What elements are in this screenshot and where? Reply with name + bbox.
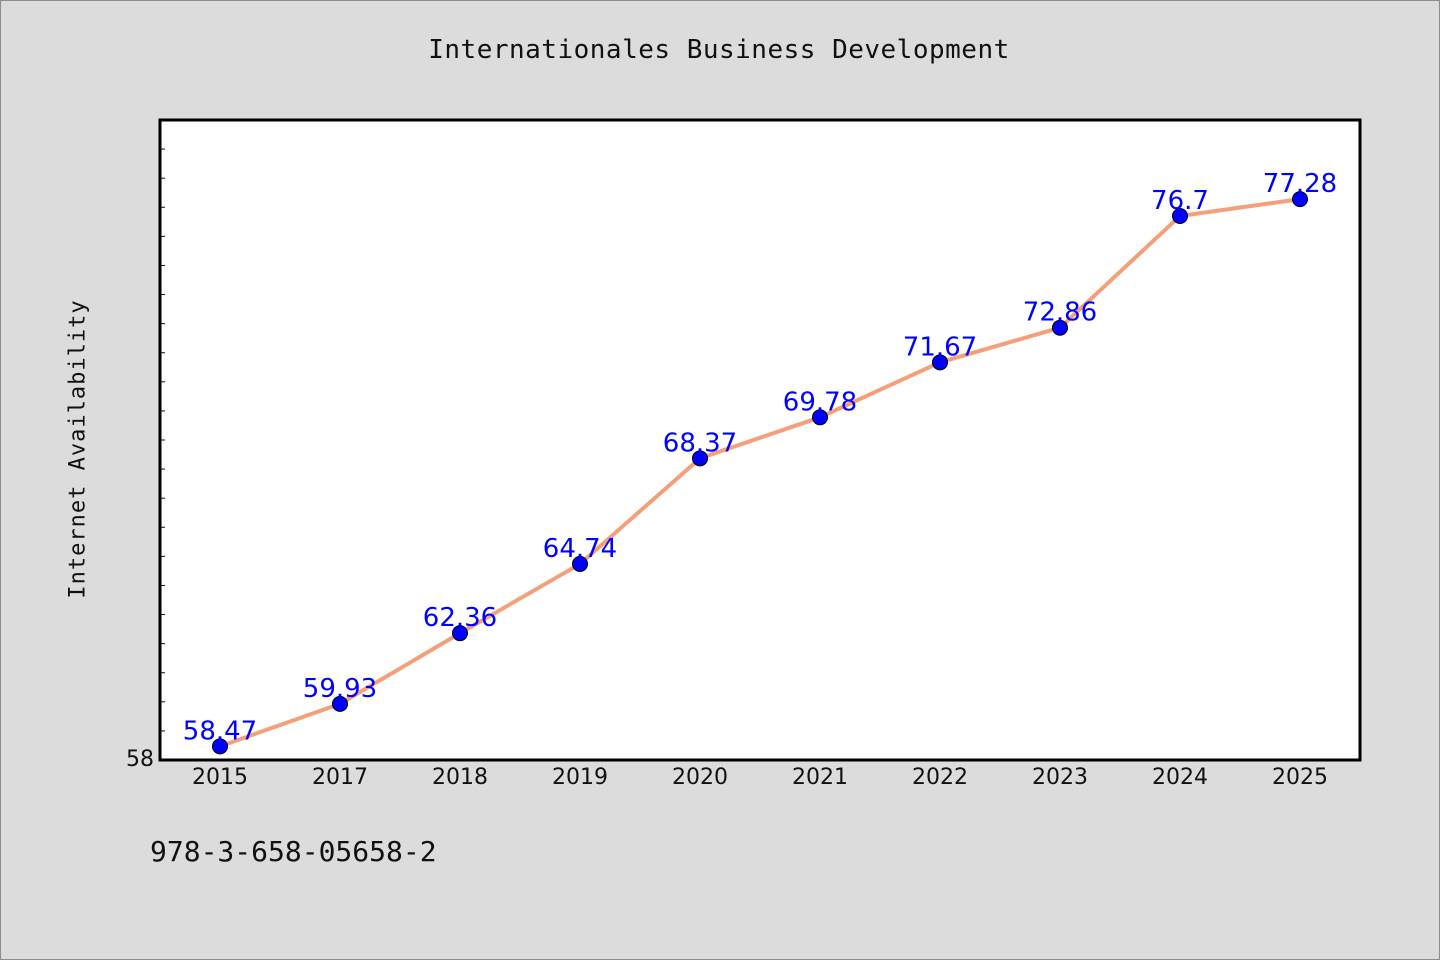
data-point-marker [812,409,828,426]
isbn-code: 978-3-658-05658-2 [150,835,437,868]
y-tick-label: 58 [126,747,154,772]
data-label: 71.67 [903,332,977,362]
x-tick-label: 2018 [432,765,488,790]
x-tick-label: 2020 [672,765,728,790]
data-point-marker [692,450,708,467]
x-tick-label: 2017 [312,765,368,790]
data-point-marker [1172,208,1188,224]
data-label: 59.93 [303,674,377,704]
x-tick-label: 2025 [1272,765,1328,790]
data-point-marker [572,555,588,572]
data-point-marker [932,354,948,371]
chart-title: Internationales Business Development [428,35,1010,65]
data-label: 62.36 [423,603,497,633]
data-point-marker [1052,319,1068,336]
series-line [218,197,1302,749]
plot-border [158,118,1362,762]
data-label: 76.7 [1151,186,1209,216]
data-point-marker [212,738,228,755]
x-tick-label: 2023 [1032,765,1088,790]
x-tick-label: 2024 [1152,765,1208,790]
x-tick-label: 2019 [552,765,608,790]
data-point-marker [452,625,468,642]
data-label: 69.78 [783,387,857,417]
data-label: 72.86 [1023,298,1097,328]
x-tick-label: 2021 [792,765,848,790]
data-label: 64.74 [543,534,617,564]
x-tick-label: 2022 [912,765,968,790]
x-tick-label: 2015 [192,765,248,790]
data-label: 77.28 [1263,169,1337,199]
plot-area [160,120,1360,760]
data-label: 58.47 [183,716,257,746]
data-label: 68.37 [663,428,737,458]
data-point-marker [1292,191,1308,208]
data-point-marker [332,695,348,712]
